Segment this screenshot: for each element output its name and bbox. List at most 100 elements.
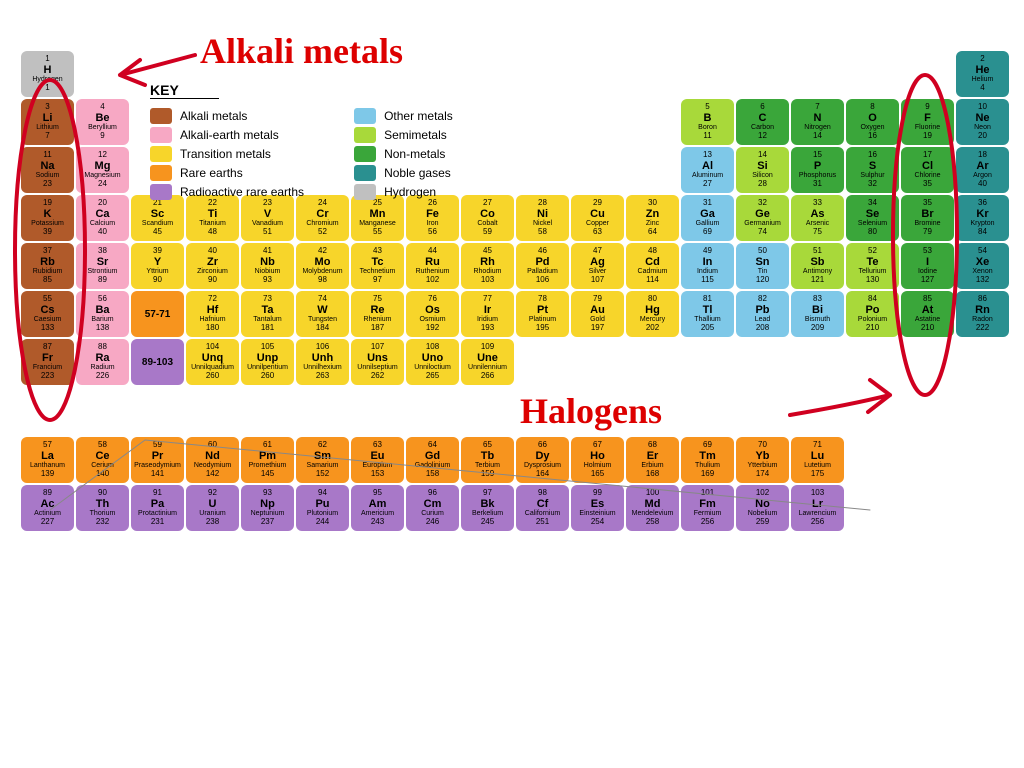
element-F: 9FFluorine19 [901,99,954,145]
element-Unp: 105UnpUnnilpentium260 [241,339,294,385]
element-Sb: 51SbAntimony121 [791,243,844,289]
element-Th: 90ThThorium232 [76,485,129,531]
element-Ru: 44RuRuthenium102 [406,243,459,289]
element-Ce: 58CeCerium140 [76,437,129,483]
element-Sn: 50SnTin120 [736,243,789,289]
element-Be: 4BeBeryllium9 [76,99,129,145]
element-Te: 52TeTellurium130 [846,243,899,289]
element-Br: 35BrBromine79 [901,195,954,241]
element-Cl: 17ClChlorine35 [901,147,954,193]
element-K: 19KPotassium39 [21,195,74,241]
element-B: 5BBoron11 [681,99,734,145]
element-Tc: 43TcTechnetium97 [351,243,404,289]
element-Sm: 62SmSamarium152 [296,437,349,483]
element-Cd: 48CdCadmium114 [626,243,679,289]
element-Se: 34SeSelenium80 [846,195,899,241]
element-Rb: 37RbRubidium85 [21,243,74,289]
element-Ge: 32GeGermanium74 [736,195,789,241]
element-C: 6CCarbon12 [736,99,789,145]
element-O: 8OOxygen16 [846,99,899,145]
element-Zr: 40ZrZirconium90 [186,243,239,289]
legend-item-rare: Rare earths [150,165,304,181]
element-Cs: 55CsCaesium133 [21,291,74,337]
actinide-range: 89-103 [131,339,184,385]
element-Am: 95AmAmericium243 [351,485,404,531]
legend-item-other: Other metals [354,108,453,124]
element-I: 53IIodine127 [901,243,954,289]
element-Co: 27CoCobalt59 [461,195,514,241]
element-Rh: 45RhRhodium103 [461,243,514,289]
element-Pt: 78PtPlatinum195 [516,291,569,337]
element-Une: 109UneUnnilennium266 [461,339,514,385]
element-Al: 13AlAluminum27 [681,147,734,193]
element-Au: 79AuGold197 [571,291,624,337]
annotation-halogens: Halogens [520,390,662,432]
element-Fm: 101FmFermium256 [681,485,734,531]
element-Pr: 59PrPraseodymium141 [131,437,184,483]
element-Hf: 72HfHafnium180 [186,291,239,337]
element-Eu: 63EuEuropium153 [351,437,404,483]
element-P: 15PPhosphorus31 [791,147,844,193]
element-Po: 84PoPolonium210 [846,291,899,337]
element-La: 57LaLanthanum139 [21,437,74,483]
element-Unh: 106UnhUnnilhexium263 [296,339,349,385]
element-Y: 39YYttrium90 [131,243,184,289]
element-Nd: 60NdNeodymium142 [186,437,239,483]
element-Tm: 69TmThulium169 [681,437,734,483]
element-Cu: 29CuCopper63 [571,195,624,241]
element-Ca: 20CaCalcium40 [76,195,129,241]
element-Uno: 108UnoUnniloctium265 [406,339,459,385]
element-Ni: 28NiNickel58 [516,195,569,241]
element-Ra: 88RaRadium226 [76,339,129,385]
element-S: 16SSulphur32 [846,147,899,193]
element-Os: 76OsOsmium192 [406,291,459,337]
element-Lr: 103LrLawrencium256 [791,485,844,531]
element-Zn: 30ZnZinc64 [626,195,679,241]
element-Nb: 41NbNiobium93 [241,243,294,289]
element-Sr: 38SrStrontium89 [76,243,129,289]
element-Tb: 65TbTerbium159 [461,437,514,483]
element-Fr: 87FrFrancium223 [21,339,74,385]
element-Dy: 66DyDysprosium164 [516,437,569,483]
legend-title: KEY [150,82,219,99]
element-Pu: 94PuPlutonium244 [296,485,349,531]
element-Ar: 18ArArgon40 [956,147,1009,193]
element-Ne: 10NeNeon20 [956,99,1009,145]
legend-item-noble: Noble gases [354,165,453,181]
element-Es: 99EsEinsteinium254 [571,485,624,531]
element-He: 2HeHelium4 [956,51,1009,97]
element-Pm: 61PmPromethium145 [241,437,294,483]
element-Uns: 107UnsUnnilseptium262 [351,339,404,385]
element-U: 92UUranium238 [186,485,239,531]
element-Pd: 46PdPalladium106 [516,243,569,289]
legend-item-alkearth: Alkali-earth metals [150,127,304,143]
element-Ag: 47AgSilver107 [571,243,624,289]
element-As: 33AsArsenic75 [791,195,844,241]
element-Hg: 80HgMercury202 [626,291,679,337]
legend-item-hydrogen: Hydrogen [354,184,453,200]
element-Pa: 91PaProtactinium231 [131,485,184,531]
element-Pb: 82PbLead208 [736,291,789,337]
element-Kr: 36KrKrypton84 [956,195,1009,241]
element-Bk: 97BkBerkelium245 [461,485,514,531]
element-Si: 14SiSilicon28 [736,147,789,193]
legend-item-alkali: Alkali metals [150,108,304,124]
element-Tl: 81TlThallium205 [681,291,734,337]
element-Ir: 77IrIridium193 [461,291,514,337]
element-Mg: 12MgMagnesium24 [76,147,129,193]
element-Np: 93NpNeptunium237 [241,485,294,531]
element-N: 7NNitrogen14 [791,99,844,145]
element-No: 102NoNobelium259 [736,485,789,531]
legend-item-nonmetal: Non-metals [354,146,453,162]
element-W: 74WTungsten184 [296,291,349,337]
legend-item-semi: Semimetals [354,127,453,143]
element-Ho: 67HoHolmium165 [571,437,624,483]
element-In: 49InIndium115 [681,243,734,289]
legend-item-transition: Transition metals [150,146,304,162]
element-Gd: 64GdGadolinium158 [406,437,459,483]
element-Ta: 73TaTantalum181 [241,291,294,337]
element-Ba: 56BaBarium138 [76,291,129,337]
element-H: 1HHydrogen1 [21,51,74,97]
element-At: 85AtAstatine210 [901,291,954,337]
element-Er: 68ErErbium168 [626,437,679,483]
